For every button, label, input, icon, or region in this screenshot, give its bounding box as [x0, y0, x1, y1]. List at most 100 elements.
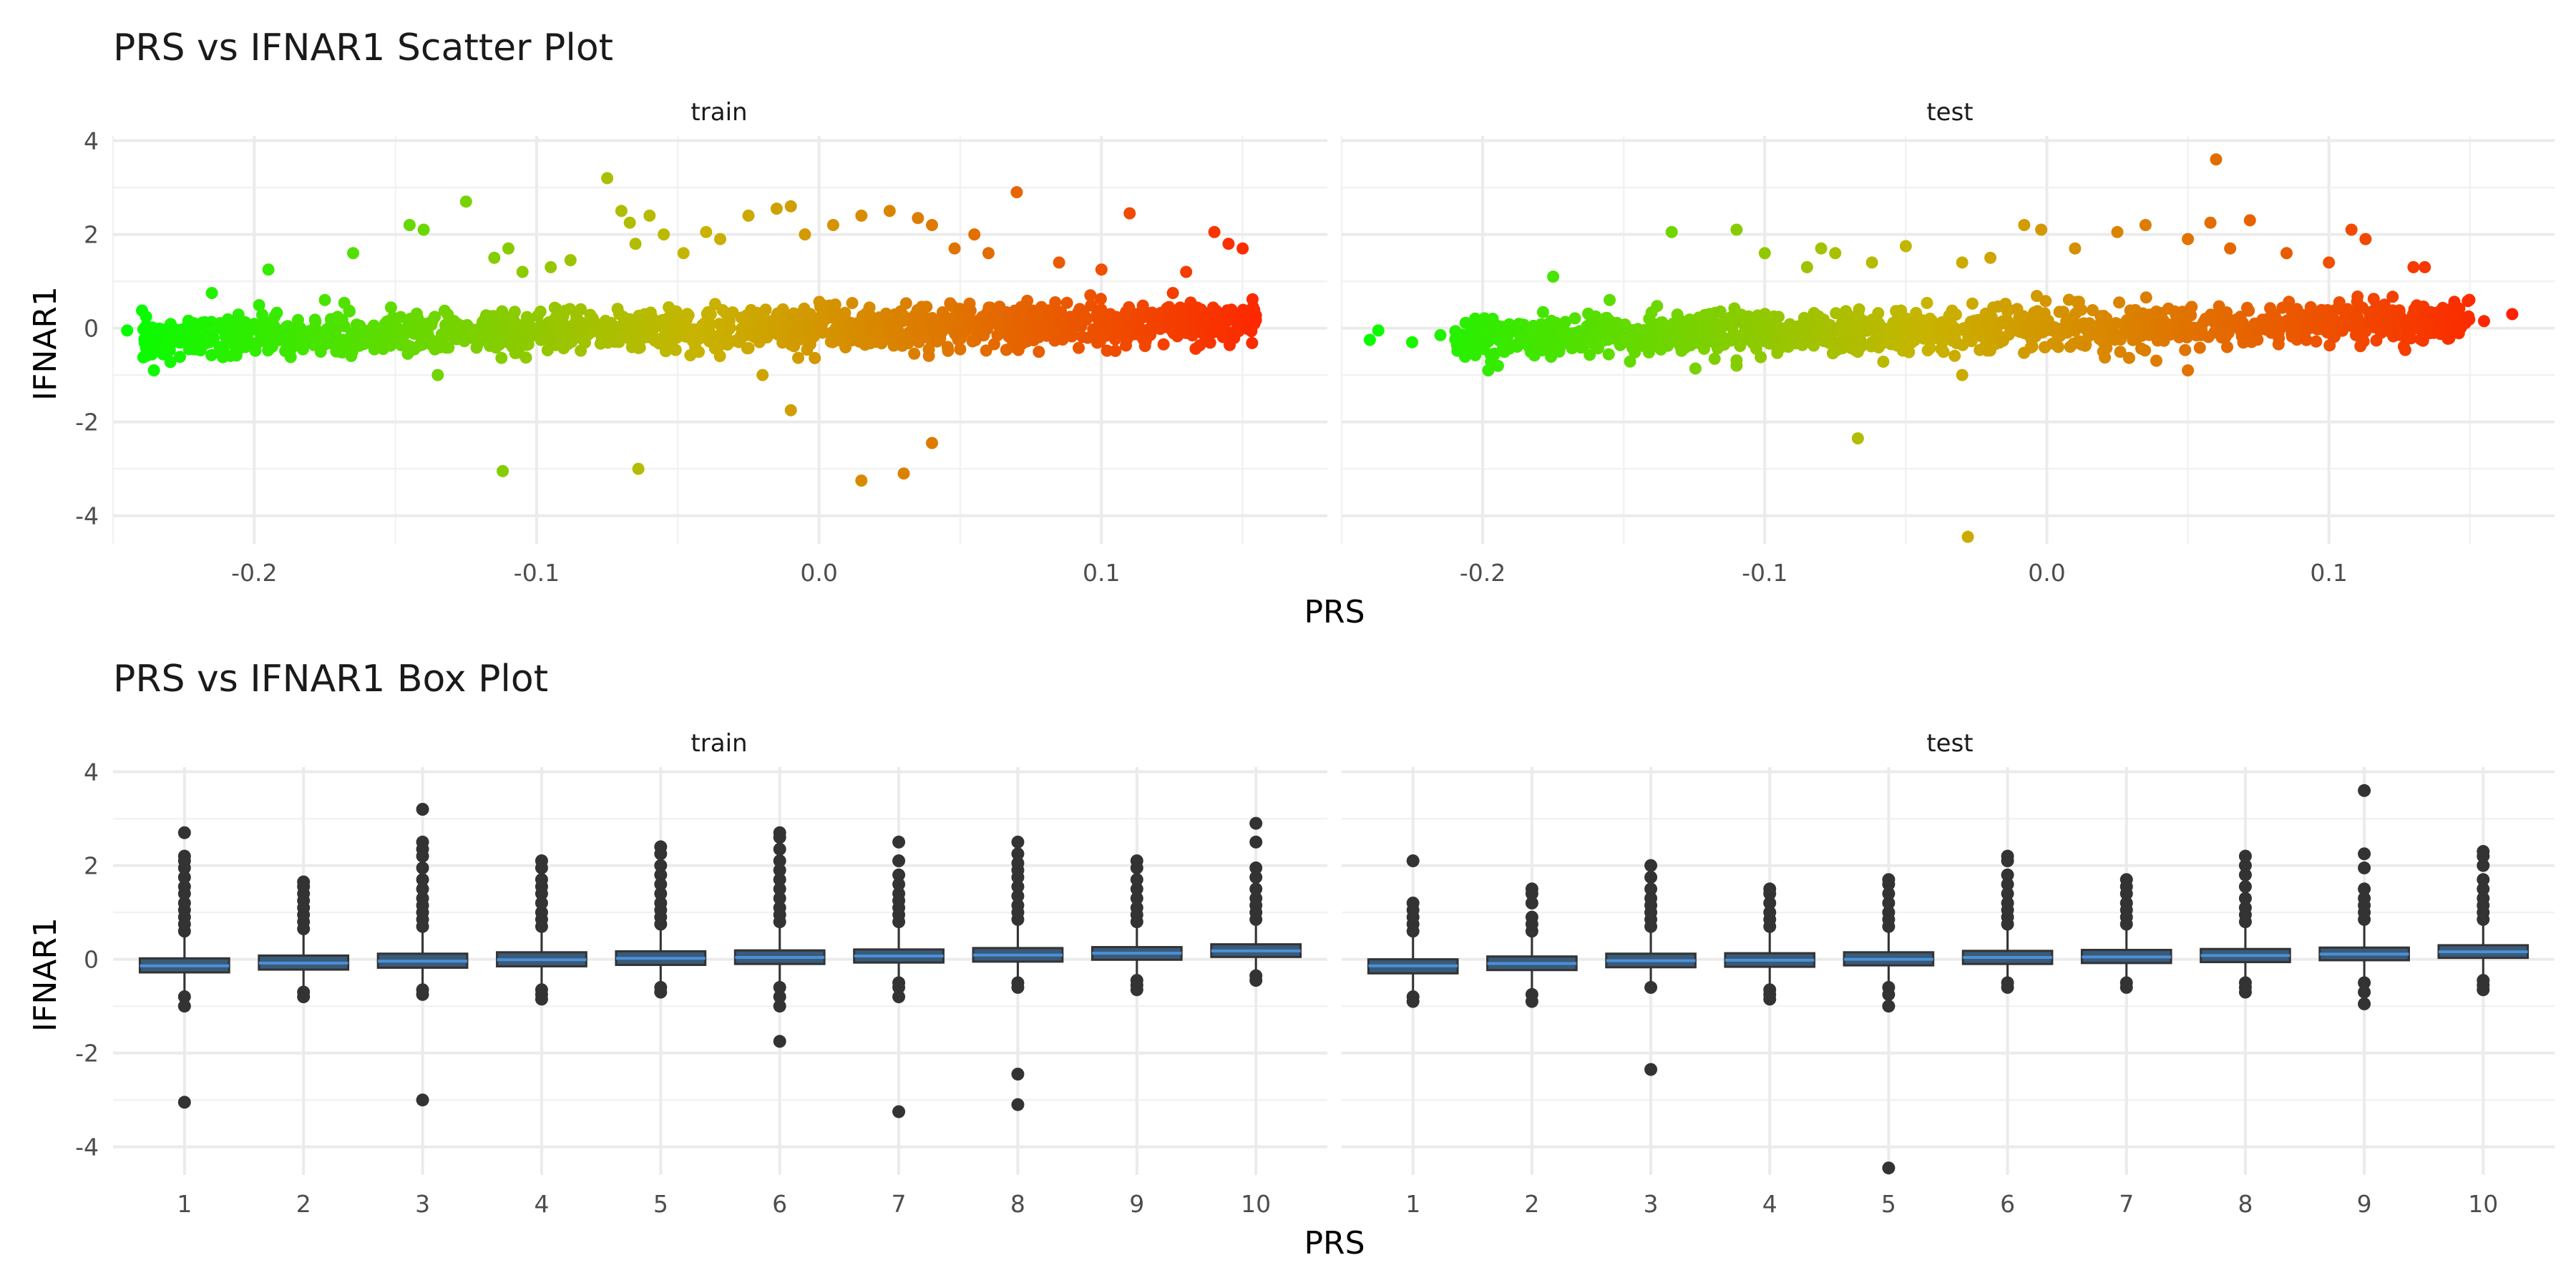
box-x-tick-label: 5 [1881, 1190, 1896, 1218]
plot-layer: -0.2 -0.1 0.0 0.1 -4 -2 0 2 4 -0.2 -0.1 0.0 0.1 1 2 3 4 5… [75, 127, 2555, 1218]
box-outlier [2477, 892, 2490, 905]
scatter-point [1984, 251, 1997, 264]
scatter-point [2220, 306, 2233, 319]
box-9 [1091, 854, 1183, 997]
box-outlier [2358, 892, 2371, 905]
scatter-point [1624, 355, 1636, 368]
box-outlier [416, 987, 429, 1001]
box-10 [2437, 844, 2529, 997]
box-outlier [1249, 974, 1263, 987]
box-outlier [1249, 835, 1263, 849]
scatter-point [1073, 341, 1085, 354]
scatter-point [1730, 354, 1743, 367]
scatter-point [1056, 333, 1069, 346]
box-outlier [416, 882, 429, 896]
box-x-tick-label: 6 [772, 1190, 787, 1218]
scatter-point [1180, 265, 1193, 278]
box-x-tick-label: 2 [296, 1190, 311, 1218]
box-outlier [1644, 1063, 1658, 1076]
scatter-y-tick-label: 0 [84, 315, 99, 343]
scatter-point [1730, 223, 1743, 236]
scatter-panel-train: -0.2 -0.1 0.0 0.1 -4 -2 0 2 4 [75, 127, 1327, 587]
scatter-point [2114, 346, 2127, 358]
box-outlier [1249, 892, 1263, 905]
scatter-point [1921, 296, 1933, 309]
scatter-point [1109, 344, 1122, 357]
scatter-point [1166, 287, 1179, 299]
scatter-point [164, 356, 177, 369]
scatter-point [713, 350, 726, 363]
scatter-point [545, 260, 557, 273]
box-outlier [773, 980, 786, 994]
box-6 [1961, 849, 2054, 994]
scatter-point [926, 219, 938, 231]
box-outlier [773, 990, 786, 1003]
box-ylabel: IFNAR1 [27, 917, 64, 1032]
box-outlier [1011, 847, 1025, 861]
box-outlier [2238, 901, 2252, 914]
scatter-xlabel: PRS [1304, 594, 1365, 630]
scatter-point [2111, 225, 2124, 238]
scatter-point [564, 254, 577, 267]
box-outlier [892, 980, 906, 994]
scatter-point [516, 265, 529, 278]
box-5 [615, 840, 707, 999]
scatter-point [658, 228, 670, 241]
box-outlier [416, 1093, 429, 1107]
box-outlier [1406, 897, 1420, 909]
scatter-point [1406, 336, 1418, 348]
scatter-point [855, 474, 868, 487]
box-4 [496, 854, 587, 1006]
box-outlier [1130, 901, 1143, 914]
scatter-point [792, 351, 804, 364]
box-outlier [1763, 992, 1777, 1006]
scatter-point [1836, 342, 1849, 355]
box-outlier [2238, 849, 2252, 863]
scatter-point [826, 219, 839, 231]
scatter-point [1084, 289, 1097, 302]
box-x-tick-label: 6 [2000, 1190, 2015, 1218]
box-outlier [654, 859, 668, 872]
scatter-point [2478, 315, 2490, 328]
box-x-tick-label: 9 [1129, 1190, 1144, 1218]
scatter-point [2139, 219, 2152, 231]
scatter-point [615, 205, 628, 218]
box-y-tick-label: -2 [75, 1040, 99, 1068]
scatter-x-tick-label: 0.0 [800, 559, 837, 587]
box-outlier [535, 897, 548, 909]
scatter-panel-test: -0.2 -0.1 0.0 0.1 [1340, 136, 2555, 587]
box-x-tick-label: 8 [2238, 1190, 2253, 1218]
box-outlier [1644, 980, 1658, 994]
scatter-point [253, 299, 265, 311]
box-outlier [1882, 887, 1896, 900]
scatter-point [809, 351, 821, 364]
scatter-point [846, 297, 859, 309]
scatter-point [431, 369, 444, 381]
scatter-point [2204, 216, 2217, 229]
box-x-tick-label: 7 [2119, 1190, 2134, 1218]
box-outlier [1011, 880, 1025, 894]
scatter-x-tick-label: 0.1 [2310, 559, 2347, 587]
box-outlier [1130, 882, 1143, 896]
scatter-point [1434, 328, 1447, 341]
box-outlier [535, 873, 548, 887]
scatter-point [704, 308, 717, 321]
box-outlier [773, 842, 786, 856]
box-y-tick-label: 2 [84, 852, 99, 880]
box-outlier [1644, 892, 1658, 905]
box-y-tick-label: -4 [75, 1133, 99, 1161]
scatter-point [2031, 290, 2043, 303]
scatter-point [920, 301, 933, 313]
box-outlier [535, 906, 548, 919]
scatter-point [2221, 341, 2233, 353]
scatter-strip-train: train [691, 98, 747, 127]
scatter-point [1903, 346, 1916, 358]
box-outlier [177, 1096, 191, 1109]
box-outlier [1011, 1098, 1025, 1111]
scatter-point [2185, 301, 2198, 313]
box-x-tick-label: 1 [177, 1190, 192, 1218]
box-outlier [892, 877, 906, 891]
scatter-point [1589, 310, 1602, 323]
box-x-tick-label: 4 [534, 1190, 549, 1218]
scatter-point [1157, 338, 1170, 351]
